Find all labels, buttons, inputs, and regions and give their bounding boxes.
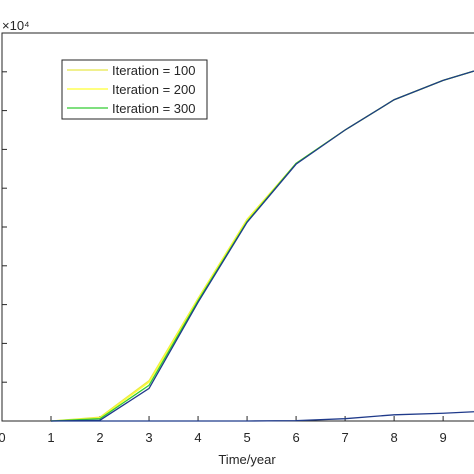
x-axis-label: Time/year <box>218 452 276 467</box>
x-tick-label: 9 <box>440 430 447 445</box>
x-tick-label: 8 <box>390 430 397 445</box>
x-tick-label: 3 <box>145 430 152 445</box>
legend-label: Iteration = 100 <box>112 63 195 78</box>
x-tick-label: 0 <box>0 430 6 445</box>
plot-area <box>50 70 474 422</box>
x-tick-label: 4 <box>194 430 201 445</box>
x-tick-label: 1 <box>47 430 54 445</box>
y-exponent: ×10⁴ <box>2 18 30 33</box>
x-tick-label: 5 <box>243 430 250 445</box>
series-line <box>51 70 474 422</box>
x-tick-label: 2 <box>96 430 103 445</box>
x-tick-label: 6 <box>292 430 299 445</box>
legend-label: Iteration = 300 <box>112 101 195 116</box>
x-tick-label: 7 <box>341 430 348 445</box>
series-line <box>51 411 474 422</box>
legend-label: Iteration = 200 <box>112 82 195 97</box>
